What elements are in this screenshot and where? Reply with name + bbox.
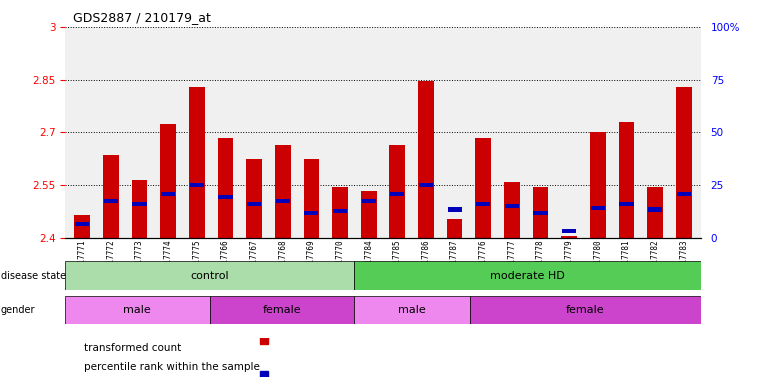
Bar bbox=[276, 199, 290, 203]
Text: female: female bbox=[566, 305, 604, 315]
Bar bbox=[303, 159, 319, 238]
Text: control: control bbox=[190, 270, 229, 281]
Text: male: male bbox=[398, 305, 426, 315]
Text: male: male bbox=[123, 305, 151, 315]
Bar bbox=[75, 222, 90, 226]
Bar bbox=[533, 211, 548, 215]
Bar bbox=[648, 207, 662, 212]
Bar bbox=[476, 202, 490, 207]
Bar bbox=[419, 183, 433, 187]
Text: percentile rank within the sample: percentile rank within the sample bbox=[84, 362, 260, 372]
Bar bbox=[354, 261, 701, 290]
Bar bbox=[561, 236, 577, 238]
Bar bbox=[275, 145, 290, 238]
Bar bbox=[562, 228, 576, 233]
Bar bbox=[676, 87, 692, 238]
Bar bbox=[532, 187, 548, 238]
Bar bbox=[104, 199, 118, 203]
Bar bbox=[590, 132, 606, 238]
Bar bbox=[591, 206, 605, 210]
Bar bbox=[132, 180, 147, 238]
Bar bbox=[647, 187, 663, 238]
Text: female: female bbox=[263, 305, 301, 315]
Text: GDS2887 / 210179_at: GDS2887 / 210179_at bbox=[73, 12, 211, 25]
Bar bbox=[620, 202, 633, 207]
Bar bbox=[361, 190, 377, 238]
Bar bbox=[210, 296, 354, 324]
Bar bbox=[447, 219, 463, 238]
Bar bbox=[246, 159, 262, 238]
Bar bbox=[447, 207, 462, 212]
Bar bbox=[333, 209, 347, 214]
Bar bbox=[65, 296, 210, 324]
Bar bbox=[362, 199, 376, 203]
Bar bbox=[190, 183, 204, 187]
Bar bbox=[332, 187, 348, 238]
Bar bbox=[161, 192, 175, 196]
Bar bbox=[218, 138, 234, 238]
Bar bbox=[390, 192, 404, 196]
Bar bbox=[504, 182, 520, 238]
Bar bbox=[218, 195, 233, 199]
Bar bbox=[74, 215, 90, 238]
Text: gender: gender bbox=[1, 305, 35, 315]
Bar bbox=[476, 138, 491, 238]
Text: transformed count: transformed count bbox=[84, 343, 182, 353]
Bar bbox=[65, 261, 354, 290]
Bar bbox=[418, 81, 434, 238]
Bar bbox=[354, 296, 470, 324]
Bar bbox=[304, 211, 319, 215]
Bar bbox=[247, 202, 261, 207]
Bar bbox=[133, 202, 146, 207]
Text: moderate HD: moderate HD bbox=[490, 270, 565, 281]
Text: disease state: disease state bbox=[1, 270, 66, 281]
Bar bbox=[676, 192, 691, 196]
Bar bbox=[103, 156, 119, 238]
Bar bbox=[160, 124, 176, 238]
Bar bbox=[470, 296, 701, 324]
Bar bbox=[189, 87, 205, 238]
Bar bbox=[389, 145, 405, 238]
Bar bbox=[619, 122, 634, 238]
Bar bbox=[505, 204, 519, 208]
